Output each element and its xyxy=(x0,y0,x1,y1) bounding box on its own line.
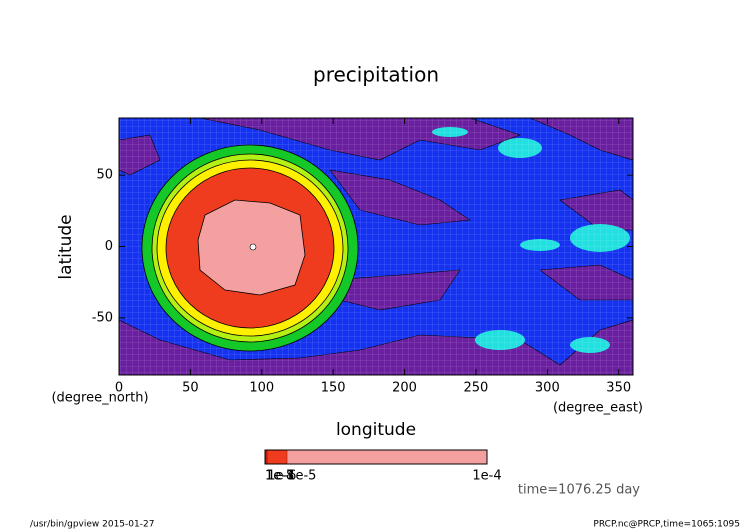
y-axis-label: latitude xyxy=(56,214,76,279)
chart-title: precipitation xyxy=(313,63,439,87)
footer-left: /usr/bin/gpview 2015-01-27 xyxy=(30,520,154,530)
colorbar-frame xyxy=(264,449,488,465)
y-tick-label: 0 xyxy=(105,239,113,254)
contour-field xyxy=(119,118,633,375)
colorbar-tick-label: 1e-8 xyxy=(265,469,294,484)
y-tick-label: 50 xyxy=(96,168,113,183)
colorbar-tick-label: 1e-7 xyxy=(265,469,294,484)
x-tick-label: 150 xyxy=(321,381,346,396)
colorbar-segment xyxy=(267,450,288,464)
x-tick-label: 50 xyxy=(182,381,199,396)
colorbar-tick-label: 1e-6 xyxy=(267,469,296,484)
x-tick-label: 100 xyxy=(249,381,274,396)
y-tick-label: -50 xyxy=(92,310,113,325)
y-unit-label: (degree_north) xyxy=(51,391,148,406)
x-tick-label: 200 xyxy=(392,381,417,396)
x-tick-label: 300 xyxy=(535,381,560,396)
colorbar-tick-label: 1e-5 xyxy=(287,469,316,484)
colorbar-segment xyxy=(287,450,487,464)
colorbar-tick-label: 1e-4 xyxy=(472,469,501,484)
annotation: time=1076.25 day xyxy=(518,483,640,498)
contour-max xyxy=(249,243,257,251)
x-unit-label: (degree_east) xyxy=(553,401,643,416)
footer-right: PRCP.nc@PRCP,time=1065:1095 xyxy=(593,520,740,530)
x-tick-label: 250 xyxy=(464,381,489,396)
x-axis-label: longitude xyxy=(336,420,416,440)
colorbar-segment xyxy=(265,450,268,464)
x-tick-label: 350 xyxy=(606,381,631,396)
x-tick-label: 0 xyxy=(115,381,123,396)
